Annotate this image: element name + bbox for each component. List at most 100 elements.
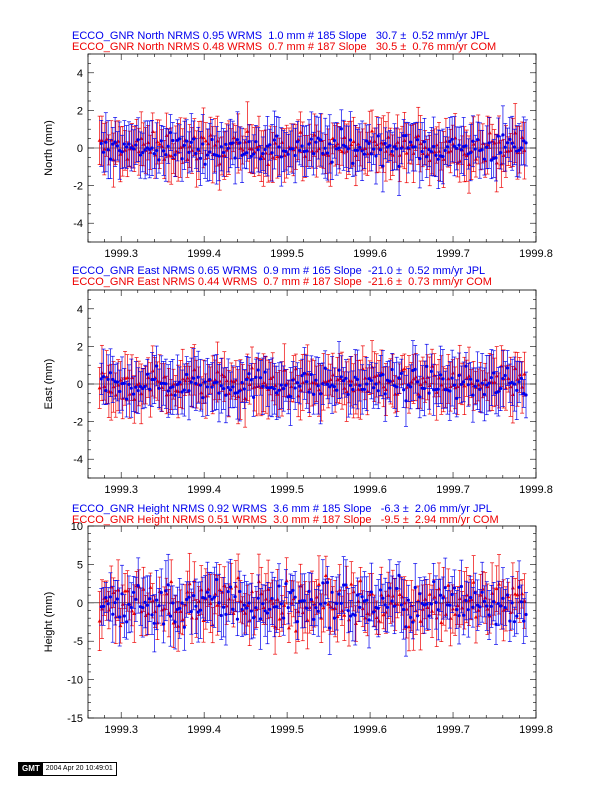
data-point xyxy=(189,140,193,144)
data-point xyxy=(249,609,253,613)
data-point xyxy=(452,383,457,387)
data-point xyxy=(344,376,348,380)
x-tick-label: 1999.4 xyxy=(187,248,221,260)
data-point xyxy=(321,581,325,585)
data-point xyxy=(355,593,360,597)
data-point xyxy=(485,604,489,608)
data-point xyxy=(219,384,223,388)
data-point xyxy=(159,590,163,595)
data-point xyxy=(430,609,435,613)
data-point xyxy=(376,606,380,610)
data-point xyxy=(438,373,443,377)
data-point xyxy=(194,151,198,156)
data-point xyxy=(499,150,503,155)
data-point xyxy=(376,134,380,138)
y-axis-label-east: East (mm) xyxy=(43,359,55,410)
data-point xyxy=(309,137,313,141)
data-point xyxy=(233,584,238,588)
data-point xyxy=(113,601,117,605)
x-tick-label: 1999.7 xyxy=(436,724,470,736)
data-point xyxy=(365,598,369,602)
data-point xyxy=(328,626,332,630)
data-point xyxy=(242,387,246,391)
data-point xyxy=(164,153,168,157)
data-point xyxy=(127,382,131,387)
data-point xyxy=(169,153,174,158)
data-point xyxy=(466,152,470,156)
data-point xyxy=(169,579,174,584)
data-point xyxy=(125,375,130,380)
data-point xyxy=(127,602,131,606)
data-point xyxy=(443,388,447,392)
data-point xyxy=(254,140,258,144)
data-point xyxy=(494,156,498,160)
data-point xyxy=(441,154,445,159)
data-point xyxy=(113,140,117,144)
data-point xyxy=(217,391,221,395)
data-point xyxy=(360,595,364,599)
data-point xyxy=(145,603,150,607)
y-tick-label: 2 xyxy=(77,105,83,117)
data-point xyxy=(150,129,155,133)
data-point xyxy=(309,372,313,377)
data-point xyxy=(508,619,512,623)
gmt-timestamp-stamp: GMT 2004 Apr 20 10:49:01 xyxy=(18,762,117,776)
data-point xyxy=(122,142,126,146)
data-point xyxy=(344,583,348,587)
data-point xyxy=(505,366,510,370)
data-point xyxy=(277,388,281,392)
data-point xyxy=(180,601,184,605)
data-point xyxy=(323,573,328,577)
data-point xyxy=(432,388,436,392)
data-point xyxy=(99,141,103,146)
data-point xyxy=(125,397,129,401)
data-point xyxy=(134,597,138,601)
data-point xyxy=(201,396,205,400)
data-point xyxy=(496,134,500,138)
data-point xyxy=(353,148,357,152)
data-point xyxy=(263,147,267,152)
data-point xyxy=(164,589,168,593)
data-point xyxy=(182,625,186,629)
data-point xyxy=(127,142,131,146)
data-point xyxy=(185,139,189,143)
data-point xyxy=(346,147,350,151)
data-point xyxy=(478,605,482,609)
data-point xyxy=(189,610,193,614)
data-point xyxy=(265,611,270,615)
data-point xyxy=(136,389,140,393)
y-tick-label: 5 xyxy=(77,559,83,571)
data-point xyxy=(187,581,192,586)
data-point xyxy=(508,137,512,141)
data-point xyxy=(464,144,468,148)
data-point xyxy=(187,595,191,599)
data-point xyxy=(512,145,517,149)
data-point xyxy=(510,585,515,590)
data-point xyxy=(330,160,334,164)
x-tick-label: 1999.7 xyxy=(436,248,470,260)
data-point xyxy=(136,583,140,588)
data-point xyxy=(249,154,253,159)
data-point xyxy=(277,616,282,621)
x-tick-label: 1999.6 xyxy=(353,484,387,496)
data-point xyxy=(134,385,138,389)
data-point xyxy=(337,146,341,150)
data-point xyxy=(145,146,150,150)
data-point xyxy=(221,150,226,155)
data-point xyxy=(385,145,390,149)
data-point xyxy=(404,625,408,629)
data-point xyxy=(370,128,375,133)
data-point xyxy=(358,578,363,583)
data-point xyxy=(415,138,420,142)
data-point xyxy=(152,377,156,382)
data-point xyxy=(499,386,503,391)
data-point xyxy=(203,138,208,143)
data-point xyxy=(173,393,177,397)
data-point xyxy=(106,148,110,152)
series-jpl-height xyxy=(99,553,529,657)
data-point xyxy=(155,148,159,153)
data-point xyxy=(459,148,463,152)
data-point xyxy=(351,139,356,144)
data-point xyxy=(256,579,261,584)
data-point xyxy=(349,582,354,586)
